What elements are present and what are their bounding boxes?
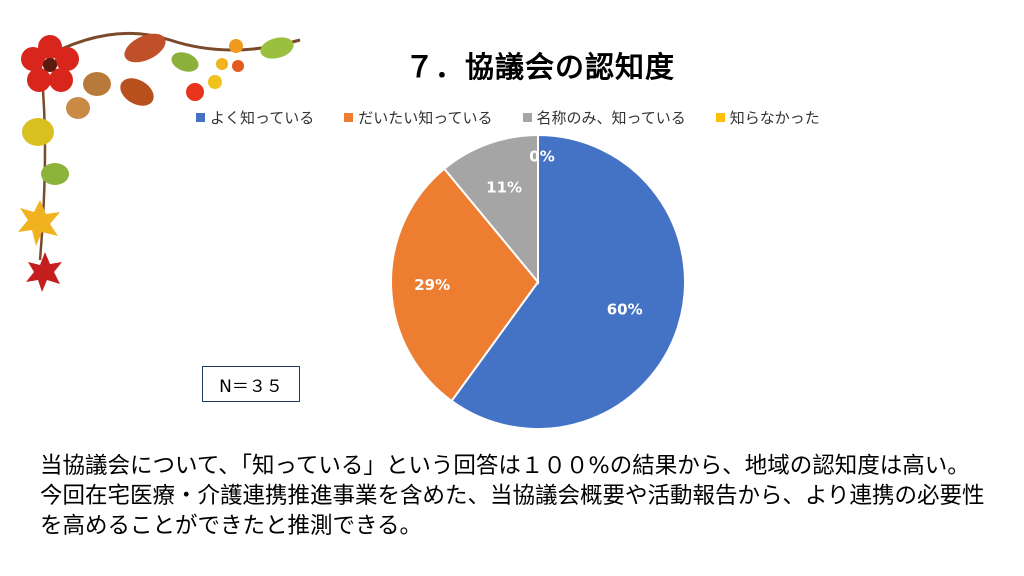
berry-icon: [232, 60, 244, 72]
maple-leaf-icon: [124, 33, 166, 63]
legend-label: 知らなかった: [729, 109, 820, 127]
legend-label: だいたい知っている: [358, 109, 493, 127]
slice-data-label: 29%: [414, 276, 450, 294]
acorn-icon: [66, 97, 90, 119]
berry-icon: [216, 58, 228, 70]
slice-data-label: 0%: [529, 148, 554, 166]
acorn-icon: [83, 72, 111, 96]
legend-item: 知らなかった: [715, 107, 820, 128]
chart-legend: よく知っている だいたい知っている 名称のみ、知っている 知らなかった: [196, 107, 820, 128]
berry-icon: [229, 39, 243, 53]
yellow-leaf-icon: [22, 118, 54, 146]
pie-slice: [390, 167, 540, 403]
sample-size-box: N＝３５: [202, 366, 300, 402]
slice-data-label: 11%: [486, 178, 522, 196]
legend-swatch: [344, 113, 354, 122]
pie-slice: [442, 133, 539, 285]
green-leaf-icon: [41, 163, 69, 185]
pie-chart: 60% 29% 11% 0%: [390, 133, 686, 430]
legend-item: だいたい知っている: [344, 107, 493, 128]
legend-swatch: [196, 113, 205, 122]
slice-data-label: 60%: [607, 301, 643, 319]
maple-leaf-icon: [18, 200, 60, 246]
berry-icon: [186, 83, 204, 101]
legend-label: よく知っている: [210, 109, 315, 127]
summary-text: 当協議会について、「知っている」という回答は１００%の結果から、地域の認知度は高…: [40, 453, 985, 539]
legend-swatch: [522, 113, 532, 122]
green-leaf-icon: [171, 52, 199, 72]
red-flower-icon: [21, 35, 79, 92]
green-leaf-icon: [260, 37, 294, 59]
chart-title: ７．協議会の認知度: [404, 50, 675, 84]
maple-leaf-icon: [120, 78, 154, 106]
legend-label: 名称のみ、知っている: [536, 109, 686, 127]
maple-leaf-icon: [26, 252, 62, 292]
legend-item: よく知っている: [196, 107, 314, 128]
pie-slice: [450, 133, 686, 430]
legend-item: 名称のみ、知っている: [522, 107, 686, 128]
autumn-leaves-decoration: [18, 31, 301, 292]
berry-icon: [208, 75, 222, 89]
legend-swatch: [715, 113, 725, 122]
